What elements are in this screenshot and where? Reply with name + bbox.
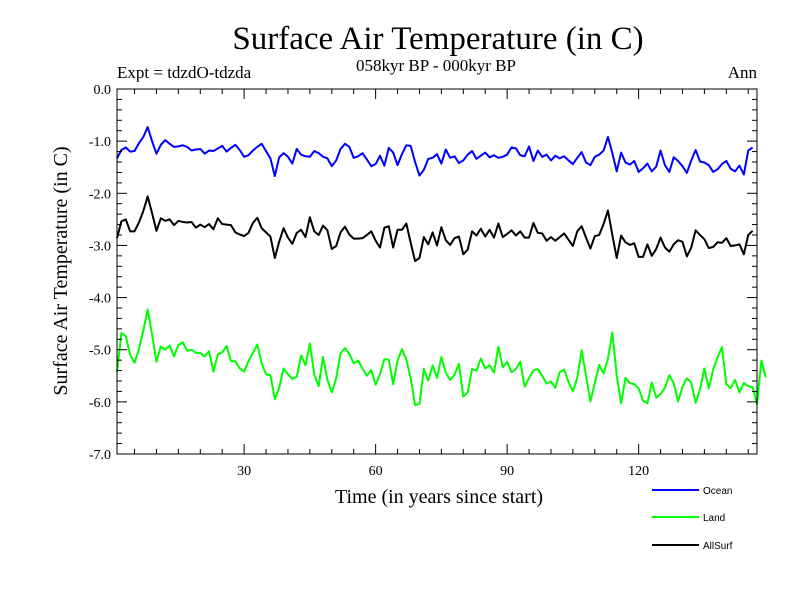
y-tick-label: -6.0 (89, 396, 111, 411)
x-tick-label: 30 (237, 464, 251, 479)
y-tick-label: 0.0 (94, 83, 112, 98)
legend-allsurf-label: AllSurf (703, 541, 733, 552)
y-tick-label: -3.0 (89, 239, 111, 254)
chart-title: Surface Air Temperature (in C) (232, 21, 643, 57)
x-tick-label: 60 (369, 464, 383, 479)
x-axis-label: Time (in years since start) (335, 486, 543, 508)
time-range-subtitle: 058kyr BP - 000kyr BP (356, 56, 516, 75)
x-tick-label: 120 (628, 464, 649, 479)
y-tick-label: -5.0 (89, 344, 111, 359)
y-tick-label: -1.0 (89, 135, 111, 150)
plot-frame (116, 88, 758, 455)
y-tick-label: -4.0 (89, 292, 111, 307)
series-line-ocean (116, 126, 754, 178)
x-tick-label: 90 (500, 464, 514, 479)
experiment-label: Expt = tdzdO-tdzda (117, 63, 252, 82)
annual-label: Ann (728, 63, 758, 82)
axis-ticks: 30 60 90 120 0.0 -1.0 -2.0 -3.0 -4.0 -5.0 -6.0 -7.0 (89, 83, 757, 479)
y-tick-label: -2.0 (89, 187, 111, 202)
legend-ocean-label: Ocean (703, 486, 732, 497)
series-line-land (116, 308, 767, 406)
series-layer (116, 126, 767, 406)
legend-land-label: Land (703, 513, 725, 524)
y-tick-label: -7.0 (89, 448, 111, 463)
y-axis-label: Surface Air Temperature (in C) (50, 146, 72, 395)
series-line-allsurf (116, 195, 754, 263)
legend: Ocean Land AllSurf (652, 486, 733, 552)
